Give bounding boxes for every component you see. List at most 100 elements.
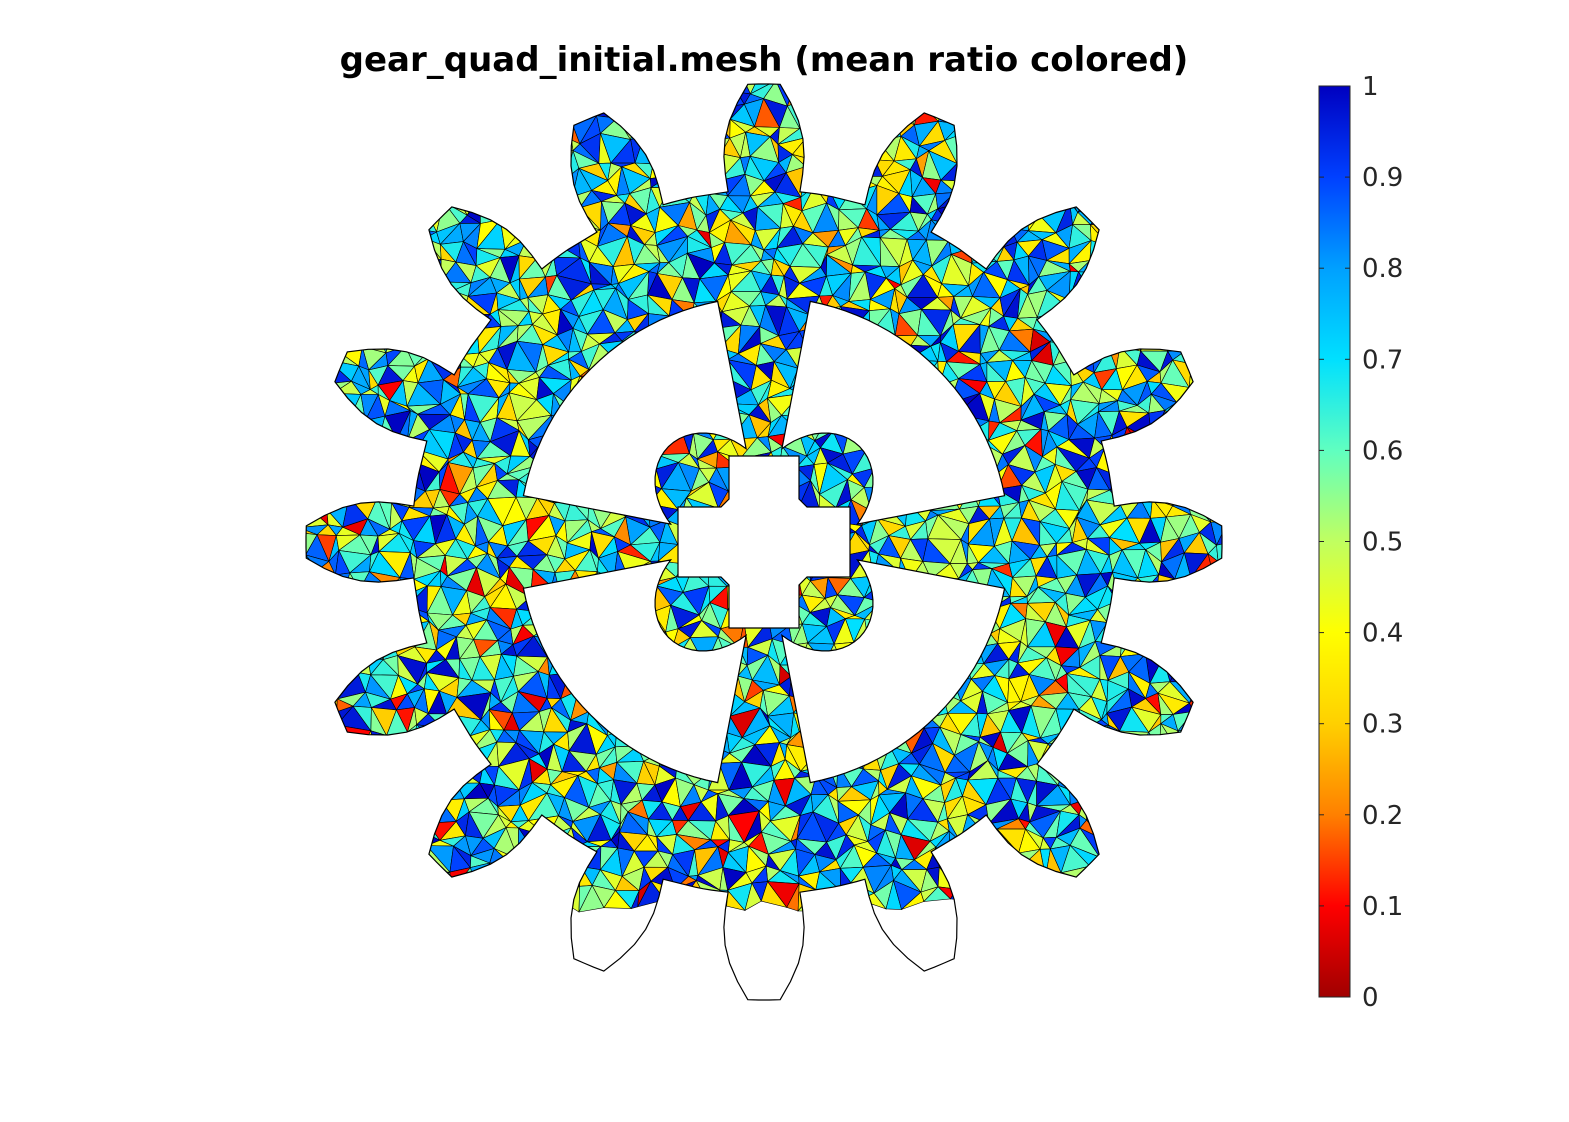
mesh-element	[406, 775, 430, 803]
mesh-element	[378, 299, 409, 315]
mesh-element	[1153, 610, 1173, 625]
mesh-element	[809, 662, 828, 685]
mesh-element	[540, 116, 561, 144]
mesh-element	[841, 689, 866, 713]
colorbar-tick-label: 1	[1362, 72, 1379, 102]
mesh-element	[830, 409, 852, 432]
mesh-element	[681, 396, 705, 425]
mesh-element	[983, 186, 1003, 213]
mesh-element	[356, 604, 378, 630]
mesh-element	[673, 737, 694, 756]
mesh-element	[677, 124, 702, 143]
mesh-element	[1004, 171, 1022, 194]
mesh-element	[410, 800, 419, 822]
mesh-element	[1113, 744, 1142, 764]
mesh-element	[1127, 450, 1154, 477]
mesh-element	[566, 471, 579, 494]
mesh-element	[893, 677, 919, 692]
mesh-element	[527, 191, 553, 209]
mesh-element	[432, 871, 451, 895]
mesh-element	[1184, 740, 1200, 771]
mesh-element	[1046, 148, 1064, 170]
mesh-element	[686, 374, 713, 398]
mesh-element	[779, 549, 808, 570]
mesh-element	[585, 613, 606, 620]
mesh-element	[746, 520, 782, 546]
mesh-element	[954, 180, 981, 193]
mesh-element	[936, 392, 950, 415]
mesh-element	[394, 605, 411, 625]
mesh-element	[669, 167, 679, 188]
mesh-element	[1212, 584, 1222, 617]
mesh-element	[362, 761, 377, 792]
mesh-element	[1167, 429, 1201, 454]
mesh-element	[402, 228, 426, 244]
mesh-element	[1098, 744, 1125, 765]
mesh-element	[878, 571, 901, 597]
mesh-element	[915, 617, 935, 651]
mesh-element	[718, 507, 734, 516]
mesh-element	[405, 743, 429, 766]
mesh-element	[720, 675, 739, 691]
mesh-element	[861, 92, 887, 106]
mesh-element	[967, 462, 986, 489]
mesh-element	[779, 500, 799, 522]
mesh-element	[1218, 462, 1222, 485]
mesh-element	[926, 594, 957, 609]
mesh-element	[649, 347, 669, 372]
mesh-element	[887, 359, 909, 384]
mesh-element	[589, 441, 610, 451]
mesh-element	[347, 456, 360, 464]
mesh-element	[960, 601, 991, 635]
mesh-element	[1126, 777, 1159, 801]
mesh-element	[1109, 854, 1131, 874]
mesh-element	[766, 603, 796, 627]
mesh-element	[818, 727, 830, 751]
mesh-element	[865, 672, 891, 704]
mesh-element	[980, 139, 998, 160]
mesh-element	[319, 341, 329, 370]
mesh-element	[330, 584, 358, 609]
mesh-element	[1116, 222, 1134, 246]
mesh-element	[1077, 271, 1099, 292]
mesh-element	[699, 344, 721, 367]
mesh-element	[659, 645, 673, 665]
mesh-element	[1207, 412, 1217, 442]
mesh-element	[367, 603, 382, 630]
mesh-element	[970, 211, 1001, 228]
mesh-element	[839, 333, 866, 347]
mesh-element	[668, 315, 693, 329]
mesh-element	[1004, 163, 1023, 180]
mesh-element	[556, 205, 581, 225]
mesh-element	[1169, 305, 1181, 336]
mesh-element	[736, 466, 760, 482]
mesh-element	[978, 187, 997, 214]
mesh-element	[1007, 158, 1035, 173]
mesh-element	[848, 333, 871, 342]
mesh-element	[330, 604, 359, 622]
mesh-element	[273, 532, 292, 550]
mesh-element	[1207, 413, 1222, 442]
mesh-element	[540, 178, 567, 198]
mesh-element	[901, 440, 928, 459]
mesh-element	[620, 362, 630, 378]
mesh-element	[718, 533, 750, 565]
mesh-element	[710, 359, 729, 377]
mesh-element	[666, 726, 685, 742]
mesh-element	[866, 635, 895, 657]
mesh-element	[560, 458, 570, 475]
mesh-element	[841, 128, 866, 143]
mesh-element	[1229, 623, 1249, 642]
colorbar-tick-label: 0	[1362, 983, 1379, 1013]
mesh-element	[1134, 317, 1153, 328]
mesh-element	[888, 344, 912, 372]
mesh-element	[921, 360, 940, 387]
mesh-element	[1150, 323, 1174, 352]
mesh-element	[1138, 624, 1159, 644]
mesh-element	[863, 486, 891, 512]
mesh-element	[379, 436, 398, 459]
mesh-element	[628, 343, 651, 372]
mesh-element	[1011, 869, 1042, 893]
mesh-element	[1112, 314, 1136, 328]
mesh-element	[816, 157, 844, 175]
